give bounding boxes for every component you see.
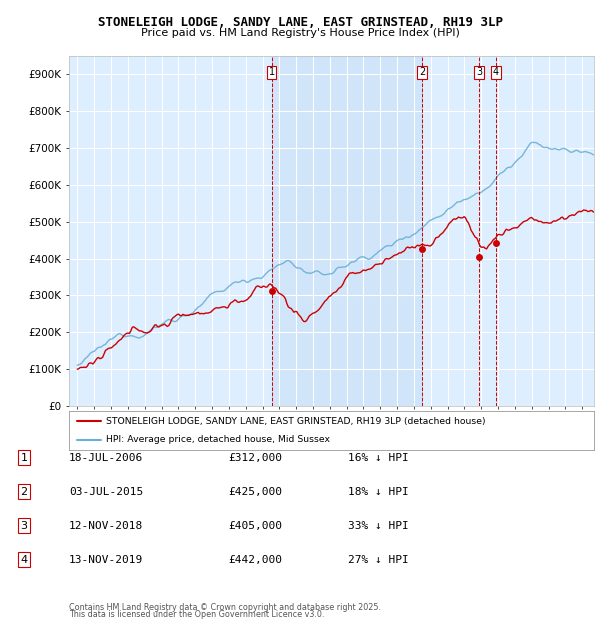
Text: 03-JUL-2015: 03-JUL-2015	[69, 487, 143, 497]
Text: £442,000: £442,000	[228, 555, 282, 565]
Text: STONELEIGH LODGE, SANDY LANE, EAST GRINSTEAD, RH19 3LP: STONELEIGH LODGE, SANDY LANE, EAST GRINS…	[97, 16, 503, 29]
Text: 13-NOV-2019: 13-NOV-2019	[69, 555, 143, 565]
Text: 16% ↓ HPI: 16% ↓ HPI	[348, 453, 409, 463]
Text: HPI: Average price, detached house, Mid Sussex: HPI: Average price, detached house, Mid …	[106, 435, 330, 444]
Text: £405,000: £405,000	[228, 521, 282, 531]
Text: This data is licensed under the Open Government Licence v3.0.: This data is licensed under the Open Gov…	[69, 609, 325, 619]
Text: £425,000: £425,000	[228, 487, 282, 497]
Text: 3: 3	[20, 521, 28, 531]
Bar	[272, 56, 422, 406]
Text: 18-JUL-2006: 18-JUL-2006	[69, 453, 143, 463]
Text: Price paid vs. HM Land Registry's House Price Index (HPI): Price paid vs. HM Land Registry's House …	[140, 28, 460, 38]
Text: STONELEIGH LODGE, SANDY LANE, EAST GRINSTEAD, RH19 3LP (detached house): STONELEIGH LODGE, SANDY LANE, EAST GRINS…	[106, 417, 485, 425]
Text: 1: 1	[269, 68, 275, 78]
Text: Contains HM Land Registry data © Crown copyright and database right 2025.: Contains HM Land Registry data © Crown c…	[69, 603, 381, 612]
Text: 4: 4	[493, 68, 499, 78]
Text: £312,000: £312,000	[228, 453, 282, 463]
Text: 4: 4	[20, 555, 28, 565]
Text: 27% ↓ HPI: 27% ↓ HPI	[348, 555, 409, 565]
Text: 3: 3	[476, 68, 482, 78]
Text: 33% ↓ HPI: 33% ↓ HPI	[348, 521, 409, 531]
Text: 2: 2	[20, 487, 28, 497]
Text: 12-NOV-2018: 12-NOV-2018	[69, 521, 143, 531]
Text: 18% ↓ HPI: 18% ↓ HPI	[348, 487, 409, 497]
Text: 2: 2	[419, 68, 425, 78]
Text: 1: 1	[20, 453, 28, 463]
